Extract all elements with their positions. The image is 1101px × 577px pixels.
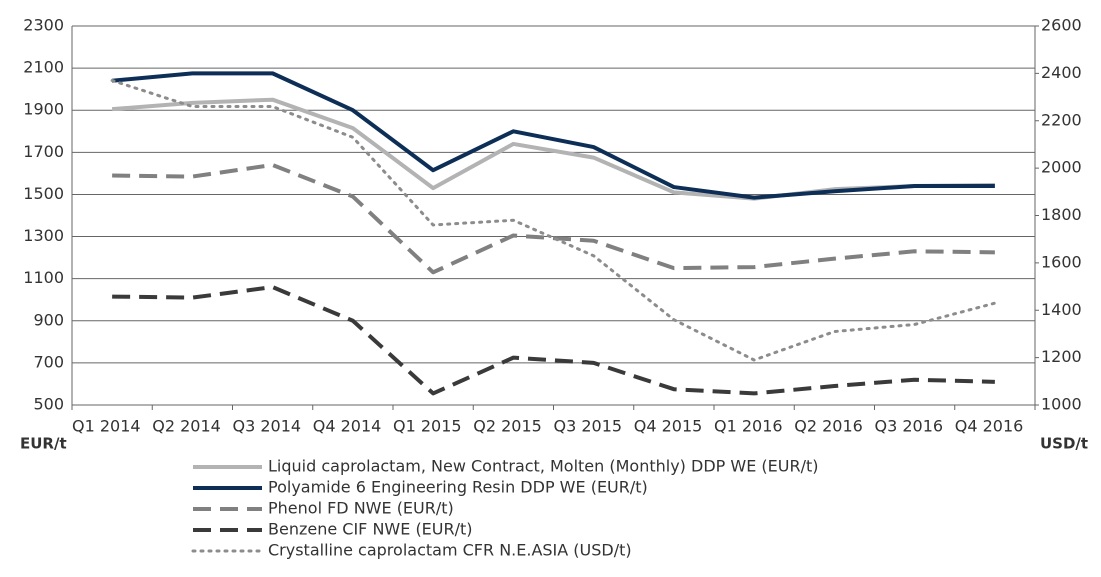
y-tick-label: 2300: [23, 16, 64, 35]
legend-label: Crystalline caprolactam CFR N.E.ASIA (US…: [268, 541, 632, 560]
series-line: [112, 162, 995, 275]
series-line: [111, 97, 995, 201]
y-tick-label: 1700: [23, 142, 64, 161]
x-tick-label: Q1 2014: [72, 417, 141, 436]
x-tick-label: Q3 2015: [554, 417, 623, 436]
y-tick-label: 500: [33, 395, 64, 414]
x-tick-label: Q3 2014: [233, 417, 302, 436]
y-axis-title: EUR/t: [20, 435, 67, 453]
y2-tick-label: 2600: [1041, 16, 1082, 35]
legend-label: Liquid caprolactam, New Contract, Molten…: [268, 457, 818, 476]
x-tick-label: Q4 2016: [955, 417, 1024, 436]
legend-label: Phenol FD NWE (EUR/t): [268, 499, 454, 518]
y2-tick-label: 1400: [1041, 300, 1082, 319]
series-line: [112, 285, 995, 396]
series-line: [110, 78, 997, 362]
y-tick-label: 900: [33, 310, 64, 329]
series-line: [111, 71, 995, 200]
y2-tick-label: 1800: [1041, 205, 1082, 224]
legend-label: Benzene CIF NWE (EUR/t): [268, 520, 473, 539]
y-tick-label: 1900: [23, 100, 64, 119]
x-tick-label: Q4 2015: [634, 417, 703, 436]
y2-tick-label: 1600: [1041, 252, 1082, 271]
y-tick-label: 700: [33, 352, 64, 371]
x-tick-label: Q4 2014: [313, 417, 382, 436]
x-tick-label: Q3 2016: [875, 417, 944, 436]
legend-label: Polyamide 6 Engineering Resin DDP WE (EU…: [268, 478, 648, 497]
x-tick-label: Q2 2016: [794, 417, 863, 436]
y2-tick-label: 2400: [1041, 63, 1082, 82]
x-tick-label: Q1 2016: [714, 417, 783, 436]
y2-tick-label: 2000: [1041, 158, 1082, 177]
x-tick-label: Q2 2014: [152, 417, 221, 436]
y-tick-label: 2100: [23, 58, 64, 77]
y-tick-label: 1300: [23, 226, 64, 245]
y-tick-label: 1500: [23, 184, 64, 203]
x-tick-label: Q2 2015: [473, 417, 542, 436]
x-tick-label: Q1 2015: [393, 417, 462, 436]
y2-tick-label: 2200: [1041, 110, 1082, 129]
y2-axis-title: USD/t: [1040, 435, 1088, 453]
y-tick-label: 1100: [23, 268, 64, 287]
y2-tick-label: 1000: [1041, 395, 1082, 414]
y2-tick-label: 1200: [1041, 347, 1082, 366]
